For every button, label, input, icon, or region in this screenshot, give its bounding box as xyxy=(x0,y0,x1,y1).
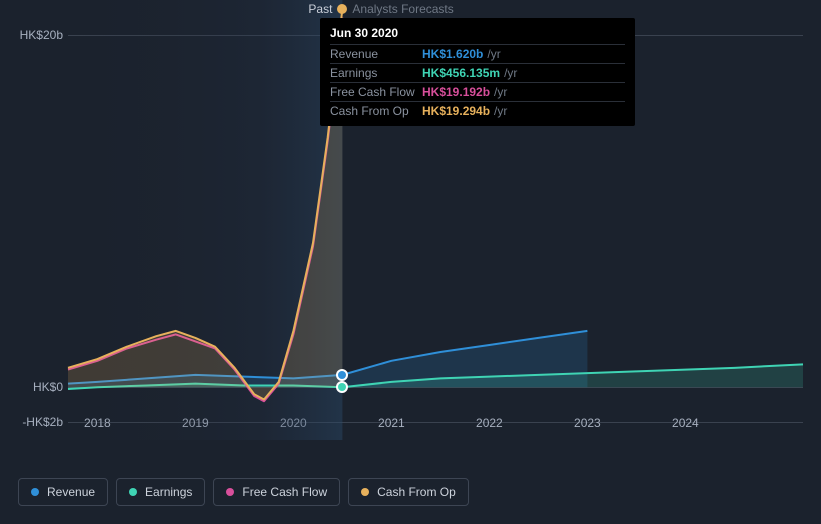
tooltip-key: Revenue xyxy=(330,47,422,61)
legend-item-earnings[interactable]: Earnings xyxy=(116,478,205,506)
tooltip-row: Cash From OpHK$19.294b/yr xyxy=(330,101,625,120)
tooltip-unit: /yr xyxy=(504,66,517,80)
legend-label: Earnings xyxy=(145,485,192,499)
tooltip-value: HK$19.192b xyxy=(422,85,490,99)
legend-dot-icon xyxy=(226,488,234,496)
tooltip-row: Free Cash FlowHK$19.192b/yr xyxy=(330,82,625,101)
tooltip-value: HK$19.294b xyxy=(422,104,490,118)
tooltip-unit: /yr xyxy=(487,47,500,61)
legend-item-fcf[interactable]: Free Cash Flow xyxy=(213,478,340,506)
tooltip-key: Earnings xyxy=(330,66,422,80)
hover-marker-earnings xyxy=(338,383,346,391)
tooltip-row: RevenueHK$1.620b/yr xyxy=(330,44,625,63)
y-axis-label: HK$0 xyxy=(33,380,63,394)
tooltip-unit: /yr xyxy=(494,104,507,118)
y-axis-label: HK$20b xyxy=(20,28,63,42)
legend: Revenue Earnings Free Cash Flow Cash From O… xyxy=(18,478,469,506)
hover-tooltip: Jun 30 2020 RevenueHK$1.620b/yrEarningsH… xyxy=(320,18,635,126)
legend-label: Cash From Op xyxy=(377,485,456,499)
legend-item-cfo[interactable]: Cash From Op xyxy=(348,478,469,506)
legend-dot-icon xyxy=(129,488,137,496)
tooltip-value: HK$1.620b xyxy=(422,47,483,61)
tooltip-date: Jun 30 2020 xyxy=(330,26,625,40)
legend-dot-icon xyxy=(361,488,369,496)
divider-marker xyxy=(337,4,347,14)
forecast-label: Analysts Forecasts xyxy=(352,2,453,16)
y-axis-label: -HK$2b xyxy=(22,415,63,429)
legend-label: Free Cash Flow xyxy=(242,485,327,499)
tooltip-key: Cash From Op xyxy=(330,104,422,118)
hover-marker-revenue xyxy=(338,371,346,379)
legend-dot-icon xyxy=(31,488,39,496)
tooltip-key: Free Cash Flow xyxy=(330,85,422,99)
legend-label: Revenue xyxy=(47,485,95,499)
tooltip-row: EarningsHK$456.135m/yr xyxy=(330,63,625,82)
tooltip-unit: /yr xyxy=(494,85,507,99)
legend-item-revenue[interactable]: Revenue xyxy=(18,478,108,506)
tooltip-value: HK$456.135m xyxy=(422,66,500,80)
past-label: Past xyxy=(308,2,332,16)
